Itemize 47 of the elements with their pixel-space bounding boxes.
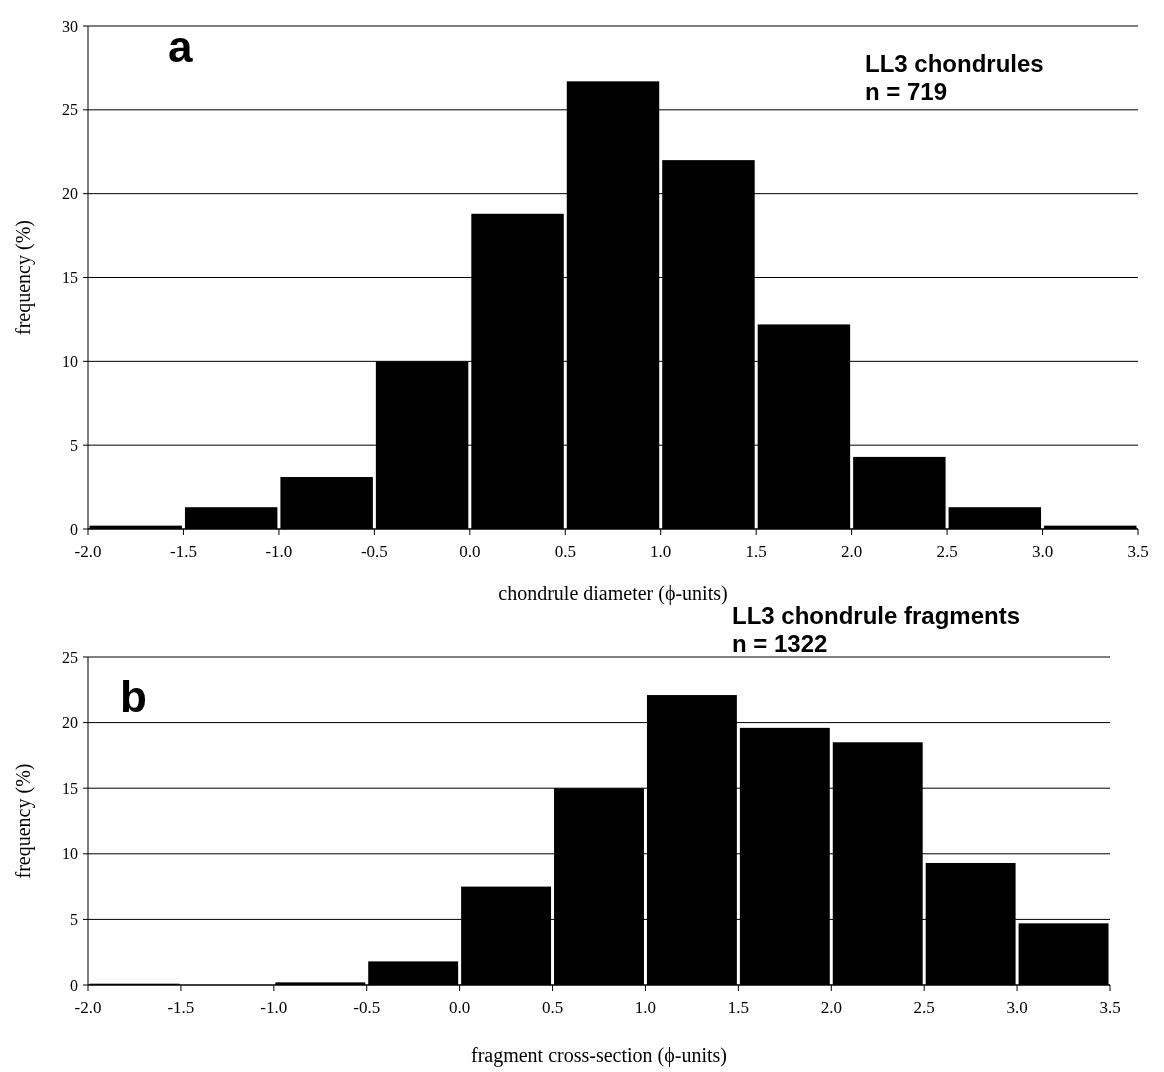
annotation: n = 719 xyxy=(865,78,948,105)
x-tick-label: 2.0 xyxy=(841,542,863,561)
y-tick-label: 10 xyxy=(62,352,78,370)
x-tick-label: 0.5 xyxy=(554,542,576,561)
y-tick-label: 5 xyxy=(70,911,78,928)
x-tick-label: 0.0 xyxy=(459,542,481,561)
annotation: b xyxy=(120,672,147,721)
x-tick-label: 0.5 xyxy=(541,998,564,1017)
text: LL3 chondrule fragments xyxy=(732,602,1021,629)
x-tick-label: -0.5 xyxy=(360,542,388,561)
x-tick-label: 2.5 xyxy=(936,542,958,561)
x-axis-title: chondrule diameter (ϕ-units) xyxy=(498,582,728,605)
x-tick-label: 0.0 xyxy=(449,998,471,1017)
x-tick-label: 1.5 xyxy=(727,998,749,1017)
y-tick-label: 0 xyxy=(70,520,78,538)
x-tick-label: 1.5 xyxy=(745,542,767,561)
x-tick-label: -0.5 xyxy=(353,998,381,1017)
x-tick-label: 3.0 xyxy=(1006,998,1028,1017)
y-axis-title: frequency (%) xyxy=(12,220,35,335)
y-tick-label: 20 xyxy=(62,185,78,203)
x-axis-title: fragment cross-section (ϕ-units) xyxy=(470,1044,728,1067)
y-tick-label: 30 xyxy=(62,17,78,35)
x-tick-label: -2.0 xyxy=(74,542,102,561)
y-tick-label: 5 xyxy=(70,436,78,454)
x-tick-label: 1.0 xyxy=(650,542,672,561)
x-tick-label: -2.0 xyxy=(74,998,102,1017)
x-tick-label: 1.0 xyxy=(634,998,657,1017)
x-tick-label: -1.5 xyxy=(169,542,197,561)
y-tick-label: 10 xyxy=(62,845,78,863)
x-tick-label: -1.0 xyxy=(265,542,293,561)
y-axis-title: frequency (%) xyxy=(12,763,35,879)
y-tick-label: 0 xyxy=(70,976,78,994)
y-tick-label: 25 xyxy=(62,648,78,666)
y-tick-label: 15 xyxy=(62,779,78,797)
annotation: a xyxy=(168,22,193,71)
annotation: n = 1322 xyxy=(732,630,828,657)
y-tick-label: 25 xyxy=(62,101,78,119)
annotation: LL3 chondrules xyxy=(865,50,1044,77)
x-tick-label: 3.0 xyxy=(1031,542,1054,561)
x-tick-label: -1.5 xyxy=(167,998,195,1017)
y-tick-label: 15 xyxy=(62,269,78,287)
x-tick-label: -1.0 xyxy=(260,998,288,1017)
x-tick-label: 3.5 xyxy=(1127,542,1149,561)
x-tick-label: 2.5 xyxy=(913,998,935,1017)
x-tick-label: 3.5 xyxy=(1099,998,1121,1017)
y-tick-label: 20 xyxy=(62,714,78,732)
x-tick-label: 2.0 xyxy=(820,998,842,1017)
